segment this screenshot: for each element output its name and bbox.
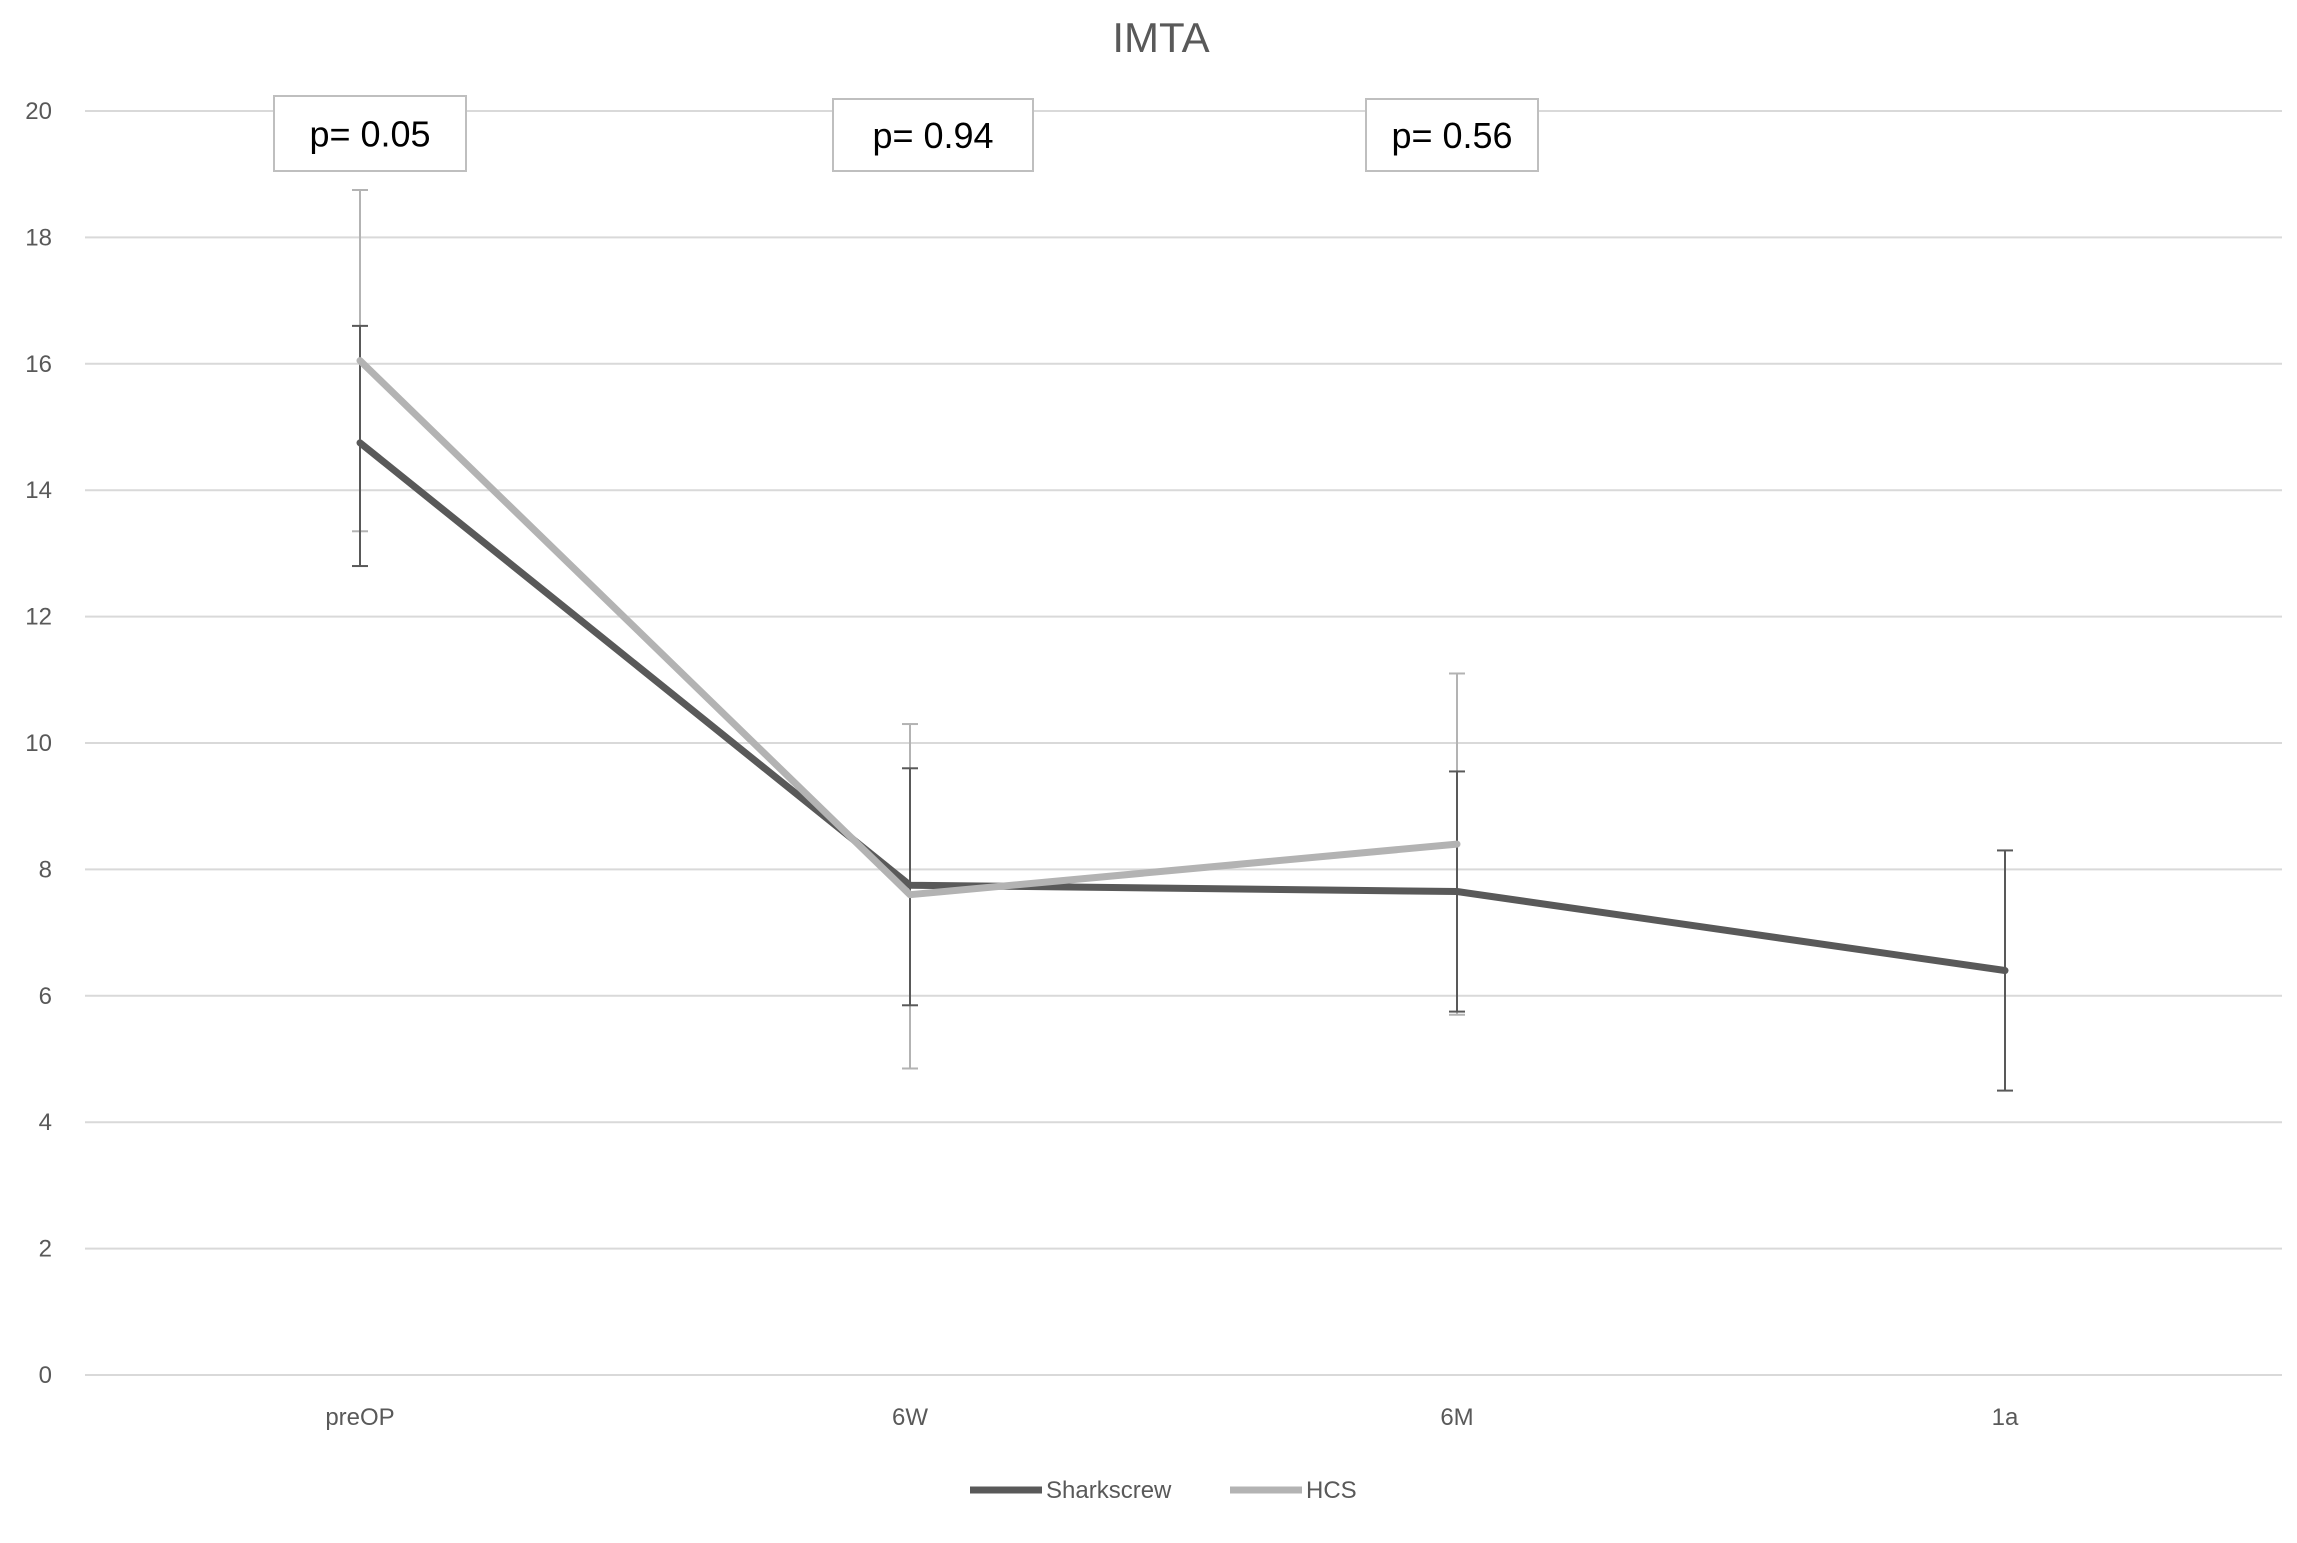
chart-title: IMTA [1112, 14, 1209, 61]
x-tick-label: preOP [325, 1404, 394, 1431]
legend: Sharkscrew HCS [970, 1477, 1357, 1504]
y-tick-label: 20 [25, 98, 52, 125]
x-tick-label: 6W [892, 1404, 928, 1431]
x-tick-label: 1a [1992, 1404, 2019, 1431]
legend-label: HCS [1306, 1477, 1357, 1504]
series-lines [356, 357, 2009, 975]
y-tick-label: 2 [39, 1236, 52, 1263]
annotation-text: p= 0.05 [309, 114, 430, 155]
annotation-text: p= 0.56 [1391, 115, 1512, 156]
annotation-box [832, 98, 1034, 172]
y-tick-label: 12 [25, 604, 52, 631]
y-axis-ticks: 0 2 4 6 8 10 12 14 16 18 20 [25, 98, 52, 1389]
y-tick-label: 0 [39, 1362, 52, 1389]
annotation-box [1365, 98, 1539, 172]
annotation-text: p= 0.94 [872, 115, 993, 156]
series-line-sharkscrew [356, 439, 2009, 975]
y-tick-label: 6 [39, 983, 52, 1010]
y-tick-label: 8 [39, 856, 52, 883]
y-tick-label: 16 [25, 351, 52, 378]
x-axis-ticks: preOP 6W 6M 1a [325, 1404, 2019, 1431]
y-tick-label: 4 [39, 1109, 52, 1136]
legend-label: Sharkscrew [1046, 1477, 1172, 1504]
p-value-annotations: p= 0.05 p= 0.94 p= 0.56 [273, 95, 1539, 172]
gridlines [85, 110, 2282, 1376]
x-tick-label: 6M [1440, 1404, 1473, 1431]
y-tick-label: 18 [25, 224, 52, 251]
y-tick-label: 10 [25, 730, 52, 757]
annotation-box [273, 95, 467, 172]
series-line-hcs [356, 357, 1461, 899]
y-tick-label: 14 [25, 477, 52, 504]
